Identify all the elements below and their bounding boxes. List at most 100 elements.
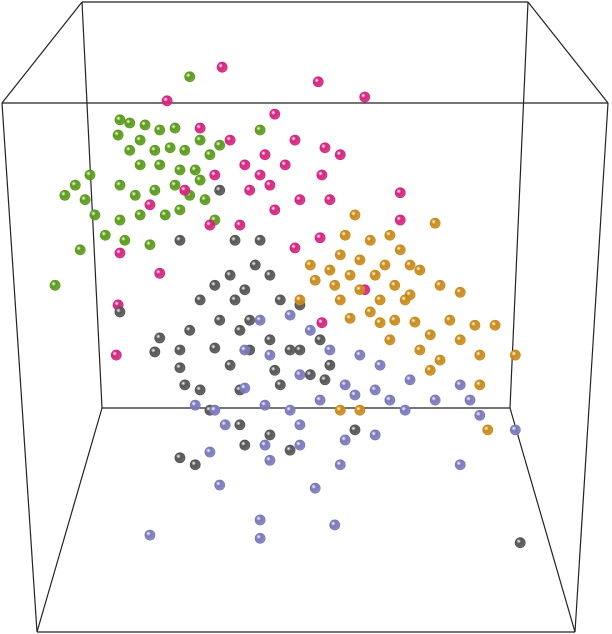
point — [194, 134, 206, 146]
point — [114, 179, 126, 191]
point — [124, 144, 136, 156]
point — [374, 359, 386, 371]
point — [284, 404, 296, 416]
point — [284, 444, 296, 456]
point — [254, 314, 266, 326]
point — [154, 267, 166, 279]
point — [144, 199, 156, 211]
point — [269, 108, 281, 120]
point — [334, 249, 346, 261]
point — [209, 404, 221, 416]
box-edge — [574, 102, 609, 633]
point — [314, 232, 326, 244]
point — [264, 454, 276, 466]
point — [384, 229, 396, 241]
point — [214, 314, 226, 326]
point — [264, 349, 276, 361]
point — [204, 219, 216, 231]
point — [179, 144, 191, 156]
point — [110, 349, 122, 361]
point — [314, 394, 326, 406]
point — [229, 234, 241, 246]
point — [254, 532, 266, 544]
point — [84, 169, 96, 181]
point — [414, 344, 426, 356]
point — [264, 269, 276, 281]
point — [334, 294, 346, 306]
point — [394, 187, 406, 199]
point — [129, 189, 141, 201]
point — [489, 319, 501, 331]
point — [349, 424, 361, 436]
point — [134, 134, 146, 146]
point — [474, 409, 486, 421]
point — [454, 379, 466, 391]
point — [234, 324, 246, 336]
point — [329, 519, 341, 531]
point — [482, 424, 494, 436]
point — [314, 334, 326, 346]
point — [114, 114, 126, 126]
point — [264, 179, 276, 191]
point — [374, 294, 386, 306]
point — [179, 379, 191, 391]
point — [264, 334, 276, 346]
point — [294, 294, 306, 306]
points — [49, 61, 526, 549]
point — [159, 209, 171, 221]
point — [239, 284, 251, 296]
point — [259, 399, 271, 411]
point — [354, 404, 366, 416]
point — [514, 537, 526, 549]
point — [214, 479, 226, 491]
point — [239, 159, 251, 171]
point — [369, 429, 381, 441]
point — [434, 354, 446, 366]
point — [374, 317, 386, 329]
point — [112, 129, 124, 141]
point — [384, 334, 396, 346]
point — [394, 214, 406, 226]
point — [289, 242, 301, 254]
box-edge — [509, 1, 529, 409]
point — [354, 349, 366, 361]
point — [399, 294, 411, 306]
point — [414, 264, 426, 276]
point — [259, 439, 271, 451]
point — [209, 279, 221, 291]
point — [409, 316, 421, 328]
point — [244, 314, 256, 326]
point — [214, 184, 226, 196]
point — [284, 344, 296, 356]
point — [429, 217, 441, 229]
point — [304, 324, 316, 336]
point — [224, 359, 236, 371]
point — [369, 384, 381, 396]
point — [209, 169, 221, 181]
point — [334, 404, 346, 416]
point — [154, 124, 166, 136]
point — [119, 234, 131, 246]
point — [319, 142, 331, 154]
point — [349, 389, 361, 401]
point — [164, 142, 176, 154]
point — [239, 439, 251, 451]
point — [294, 194, 306, 206]
point — [354, 254, 366, 266]
point — [59, 189, 71, 201]
point — [274, 379, 286, 391]
point — [249, 259, 261, 271]
point — [224, 134, 236, 146]
point — [74, 244, 86, 256]
point — [349, 209, 361, 221]
point — [254, 234, 266, 246]
point — [324, 344, 336, 356]
point — [454, 334, 466, 346]
box-edge — [1, 1, 83, 104]
point — [194, 174, 206, 186]
point — [209, 342, 221, 354]
point — [199, 194, 211, 206]
point — [144, 239, 156, 251]
